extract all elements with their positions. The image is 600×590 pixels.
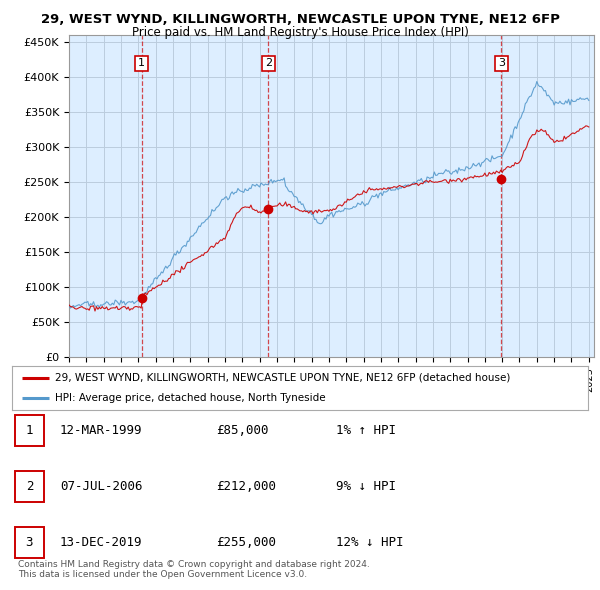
Text: £255,000: £255,000	[216, 536, 276, 549]
Text: 12-MAR-1999: 12-MAR-1999	[60, 424, 143, 437]
Text: 3: 3	[26, 536, 33, 549]
Text: 07-JUL-2006: 07-JUL-2006	[60, 480, 143, 493]
Text: HPI: Average price, detached house, North Tyneside: HPI: Average price, detached house, Nort…	[55, 393, 326, 403]
Text: 13-DEC-2019: 13-DEC-2019	[60, 536, 143, 549]
Text: 12% ↓ HPI: 12% ↓ HPI	[336, 536, 404, 549]
Text: 29, WEST WYND, KILLINGWORTH, NEWCASTLE UPON TYNE, NE12 6FP: 29, WEST WYND, KILLINGWORTH, NEWCASTLE U…	[41, 13, 559, 26]
Text: Contains HM Land Registry data © Crown copyright and database right 2024.
This d: Contains HM Land Registry data © Crown c…	[18, 560, 370, 579]
Text: £212,000: £212,000	[216, 480, 276, 493]
Text: 9% ↓ HPI: 9% ↓ HPI	[336, 480, 396, 493]
Text: 2: 2	[265, 58, 272, 68]
Text: 2: 2	[26, 480, 33, 493]
Text: Price paid vs. HM Land Registry's House Price Index (HPI): Price paid vs. HM Land Registry's House …	[131, 26, 469, 39]
Text: 1% ↑ HPI: 1% ↑ HPI	[336, 424, 396, 437]
Text: 1: 1	[26, 424, 33, 437]
Text: 3: 3	[498, 58, 505, 68]
Text: 1: 1	[138, 58, 145, 68]
Text: £85,000: £85,000	[216, 424, 269, 437]
Text: 29, WEST WYND, KILLINGWORTH, NEWCASTLE UPON TYNE, NE12 6FP (detached house): 29, WEST WYND, KILLINGWORTH, NEWCASTLE U…	[55, 373, 511, 383]
